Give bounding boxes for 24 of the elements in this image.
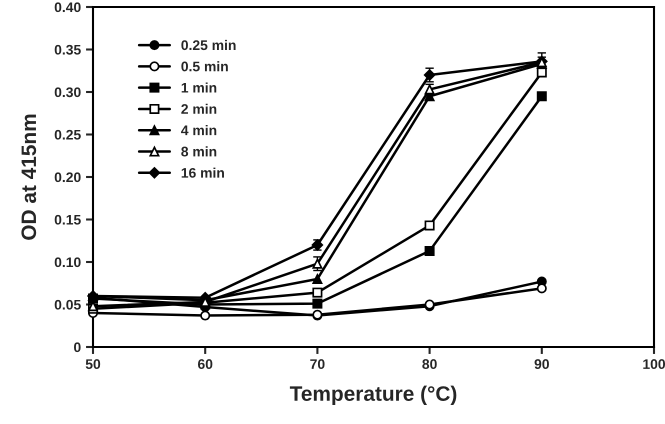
x-tick-label: 50 xyxy=(86,359,100,370)
y-tick-label: 0.20 xyxy=(54,172,81,182)
legend-label: 0.25 min xyxy=(181,40,236,50)
legend-label: 2 min xyxy=(181,104,216,114)
x-axis-title: Temperature (°C) xyxy=(290,386,456,406)
legend-label: 1 min xyxy=(182,82,216,93)
x-tick-label: 70 xyxy=(310,359,325,370)
y-axis-title: OD at 415nm xyxy=(21,114,36,240)
y-tick-label: 0.25 xyxy=(54,130,81,140)
y-tick-label: 0.30 xyxy=(54,87,81,98)
y-tick-label: 0.40 xyxy=(54,2,81,12)
legend-label: 16 min xyxy=(182,168,224,178)
x-tick-label: 90 xyxy=(534,359,549,370)
legend-label: 8 min xyxy=(181,146,216,157)
x-tick-label: 100 xyxy=(643,359,665,370)
x-tick-label: 60 xyxy=(198,359,212,370)
legend-label: 0.5 min xyxy=(181,61,228,72)
y-tick-label: 0.15 xyxy=(54,214,81,225)
y-tick-label: 0.35 xyxy=(54,44,81,55)
y-tick-label: 0.05 xyxy=(54,300,81,310)
legend-label: 4 min xyxy=(181,125,216,136)
y-tick-label: 0 xyxy=(74,342,81,352)
y-tick-label: 0.10 xyxy=(54,257,81,268)
x-tick-label: 80 xyxy=(422,359,437,370)
